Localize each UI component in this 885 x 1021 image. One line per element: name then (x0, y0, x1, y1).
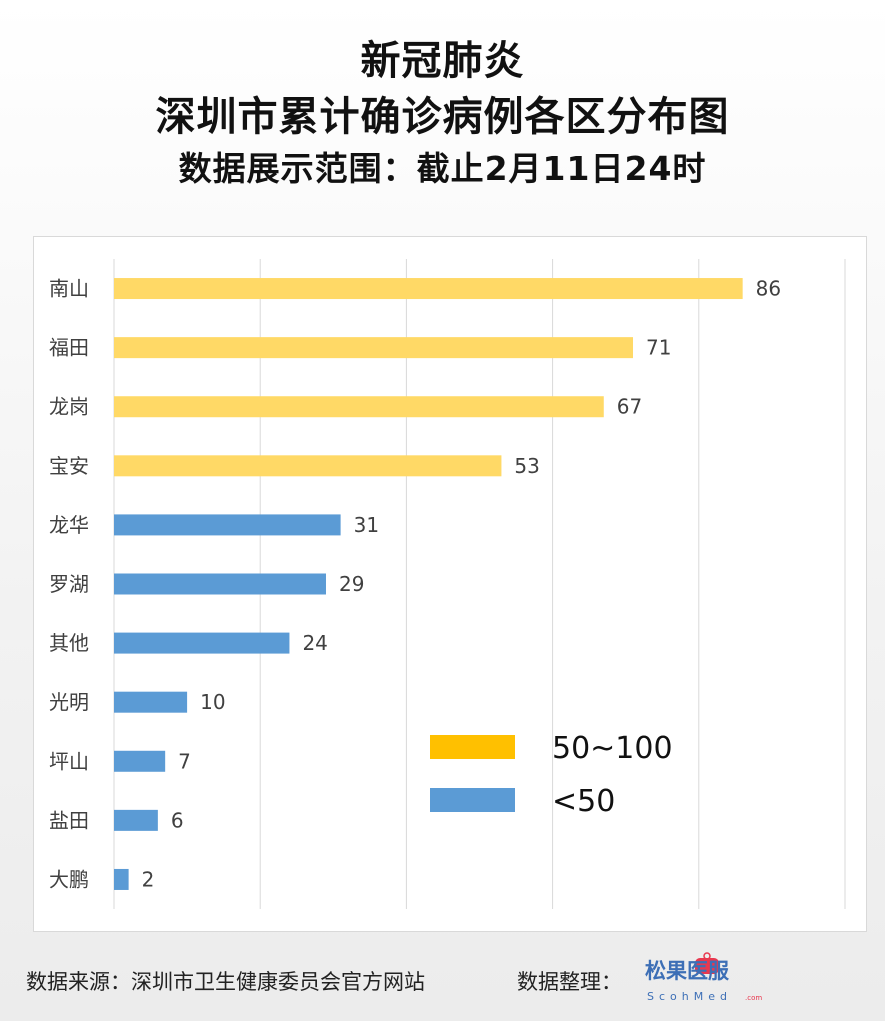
category-label: 大鹏 (49, 867, 89, 891)
logo-com-text: .com (745, 994, 762, 1002)
legend-swatch-2 (430, 788, 515, 812)
compiled-by-label: 数据整理： (517, 970, 622, 994)
category-label: 福田 (49, 336, 89, 360)
logo-english-text: ScohMed (647, 990, 732, 1003)
legend-label-2: <50 (552, 784, 615, 819)
bar-10 (114, 809, 158, 831)
data-label: 24 (302, 631, 327, 655)
data-label: 2 (142, 867, 155, 891)
category-label: 宝安 (49, 454, 89, 478)
bar-11 (114, 868, 129, 890)
bar-2 (114, 337, 634, 359)
bar-6 (114, 573, 326, 595)
bar-7 (114, 632, 290, 654)
category-label: 罗湖 (49, 572, 89, 596)
category-label: 盐田 (49, 808, 89, 832)
data-label: 29 (339, 572, 364, 596)
category-label: 龙岗 (49, 395, 89, 419)
data-label: 6 (171, 808, 184, 832)
legend-label-1: 50~100 (552, 731, 673, 766)
chart-title-line2: 深圳市累计确诊病例各区分布图 (155, 94, 730, 140)
chart-subtitle: 数据展示范围：截止2月11日24时 (178, 149, 707, 188)
chart-panel: 南山 86 福田 71 龙岗 67 宝安 53 龙华 31 罗湖 29 其他 24 光明 10 坪山 7 盐田 6 大鹏… (33, 236, 867, 932)
category-label: 坪山 (49, 749, 89, 773)
chart-title-line1: 新冠肺炎 (360, 38, 525, 84)
logo-chinese-text: 松果医服 (645, 959, 730, 983)
data-label: 86 (756, 277, 781, 301)
bar-8 (114, 691, 188, 713)
data-label: 67 (617, 395, 642, 419)
logo-heart-icon (695, 958, 719, 974)
category-label: 南山 (49, 277, 89, 301)
bar-5 (114, 514, 341, 536)
category-label: 龙华 (49, 513, 89, 537)
data-label: 7 (178, 749, 191, 773)
data-source-text: 数据来源：深圳市卫生健康委员会官方网站 (26, 970, 425, 994)
bar-1 (114, 278, 743, 300)
logo-cross-icon (703, 952, 711, 960)
data-label: 31 (354, 513, 379, 537)
bar-9 (114, 750, 166, 772)
data-label: 71 (646, 336, 671, 360)
category-label: 其他 (49, 631, 89, 655)
bar-3 (114, 396, 604, 418)
category-label: 光明 (49, 690, 89, 714)
legend-swatch-1 (430, 735, 515, 759)
bar-chart: 南山 86 福田 71 龙岗 67 宝安 53 龙华 31 罗湖 29 其他 24 光明 10 坪山 7 盐田 6 大鹏… (49, 259, 846, 909)
data-label: 53 (514, 454, 539, 478)
scohmed-logo: 松果医服 ScohMed .com (645, 952, 762, 1003)
bar-4 (114, 455, 502, 477)
data-label: 10 (200, 690, 225, 714)
